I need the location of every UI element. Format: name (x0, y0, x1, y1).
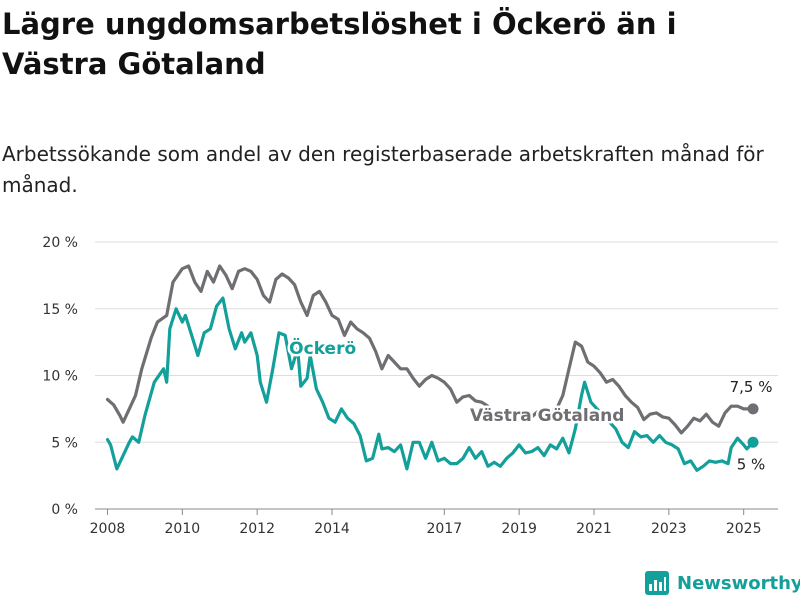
series-annotation: Öckerö (289, 337, 356, 359)
x-tick-label: 2025 (726, 521, 762, 537)
series-annotation: Västra Götaland (470, 406, 625, 426)
x-tick-label: 2017 (426, 521, 462, 537)
brand-name: Newsworthy (677, 572, 800, 594)
x-tick-label: 2021 (576, 521, 612, 537)
series-end-point (747, 436, 759, 448)
y-tick-label: 5 % (51, 435, 78, 451)
bar-chart-logo-icon (645, 571, 669, 595)
end-value-label: 5 % (737, 455, 766, 473)
series-end-point (747, 403, 759, 415)
end-value-label: 7,5 % (730, 378, 773, 396)
series-line (105, 296, 755, 472)
x-tick-label: 2014 (314, 521, 350, 537)
chart-title: Lägre ungdomsarbetslöshet i Öckerö än i … (2, 7, 677, 81)
brand: Newsworthy (645, 570, 800, 596)
y-tick-label: 15 % (42, 302, 78, 318)
x-tick-label: 2019 (501, 521, 537, 537)
y-tick-label: 0 % (51, 502, 78, 518)
series-line (105, 264, 755, 435)
x-tick-label: 2010 (165, 521, 201, 537)
x-tick-label: 2023 (651, 521, 687, 537)
y-tick-label: 20 % (42, 235, 78, 251)
x-tick-label: 2008 (90, 521, 126, 537)
x-tick-label: 2012 (239, 521, 275, 537)
chart-subtitle: Arbetssökande som andel av den registerb… (2, 142, 764, 197)
y-tick-label: 10 % (42, 369, 78, 385)
